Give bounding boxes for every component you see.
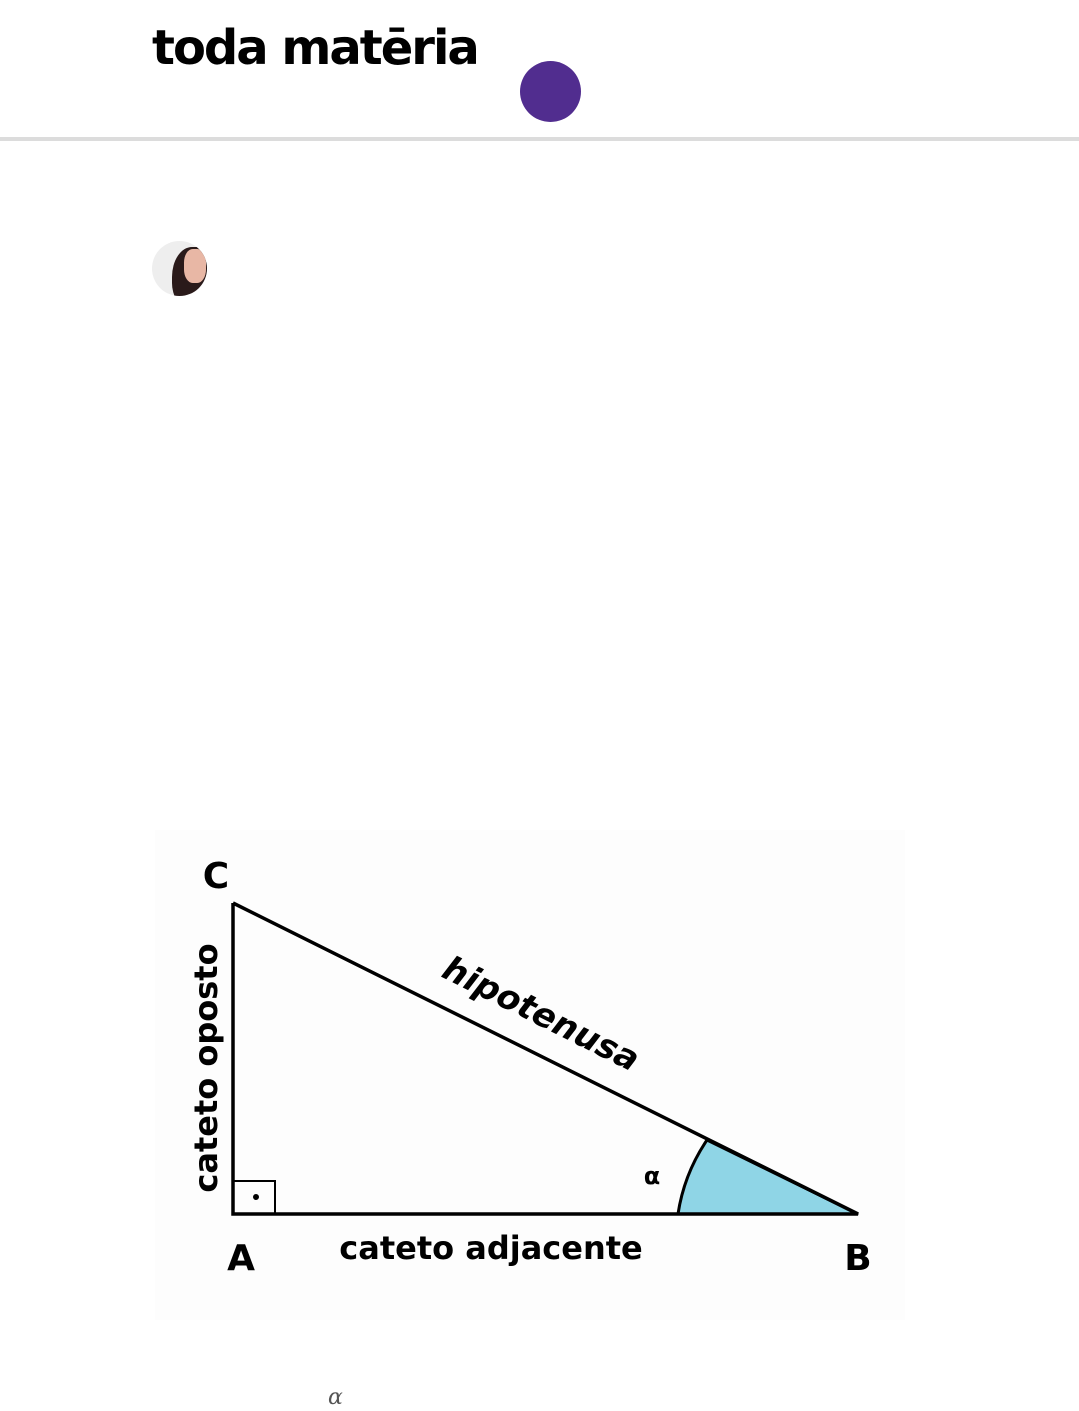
right-angle-marker — [232, 1180, 276, 1215]
menu-button[interactable] — [520, 61, 581, 122]
figure-background — [155, 830, 905, 1320]
triangle — [231, 901, 859, 1216]
header-divider — [0, 137, 1079, 141]
vertex-a-label: A — [227, 1238, 255, 1279]
angle-label: α — [644, 1162, 661, 1190]
author-avatar[interactable] — [152, 241, 207, 296]
alpha-symbol: α — [328, 1385, 343, 1410]
adjacent-leg-label: cateto adjacente — [339, 1229, 643, 1267]
avatar-face — [184, 249, 206, 283]
vertex-c-label: C — [203, 856, 229, 897]
site-logo[interactable]: toda matēria — [152, 20, 480, 76]
right-angle-dot — [253, 1194, 259, 1200]
opposite-leg-label: cateto oposto — [187, 943, 225, 1192]
vertex-b-label: B — [844, 1238, 871, 1279]
